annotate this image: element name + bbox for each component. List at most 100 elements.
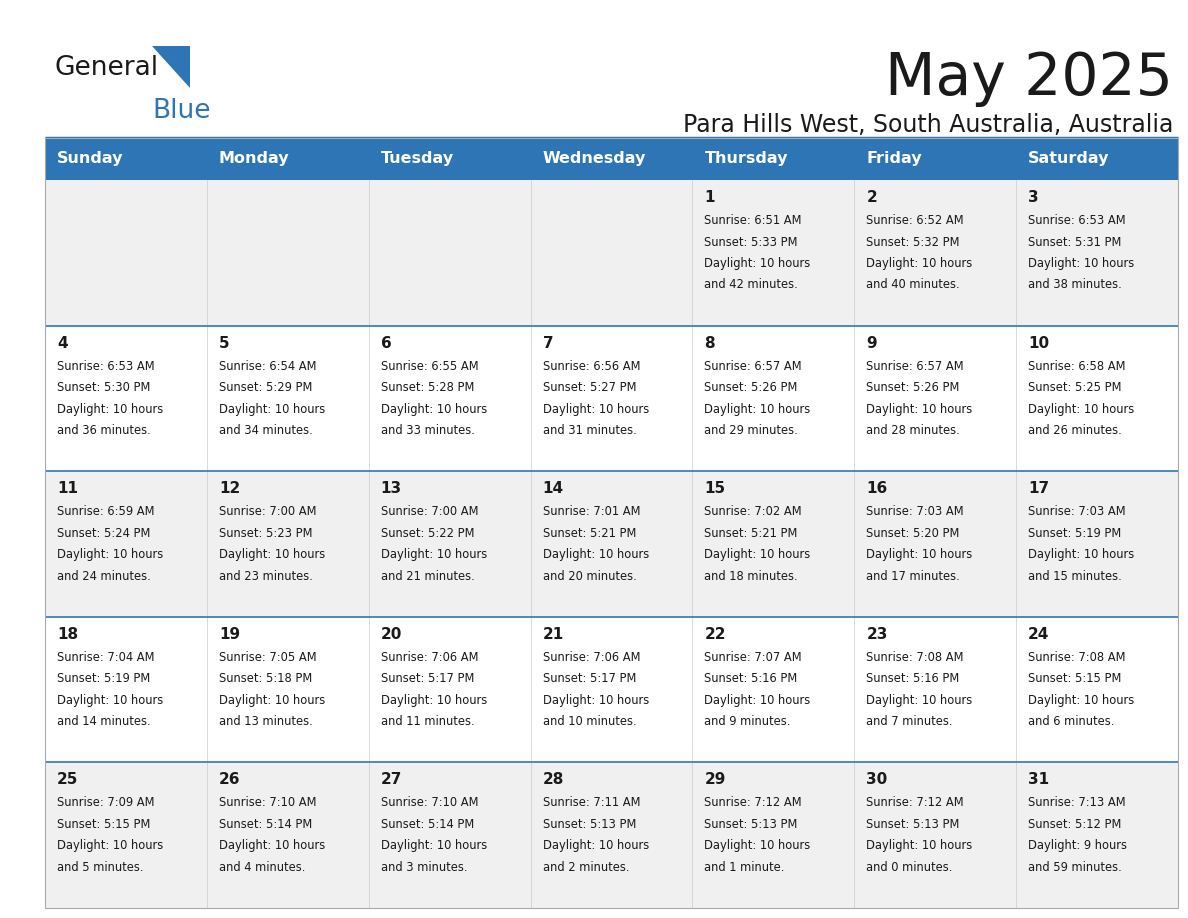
- Text: Sunrise: 6:59 AM: Sunrise: 6:59 AM: [57, 505, 154, 518]
- Text: and 24 minutes.: and 24 minutes.: [57, 570, 151, 583]
- Text: Sunrise: 7:12 AM: Sunrise: 7:12 AM: [866, 797, 963, 810]
- Text: and 59 minutes.: and 59 minutes.: [1028, 861, 1121, 874]
- Text: and 5 minutes.: and 5 minutes.: [57, 861, 144, 874]
- Text: 19: 19: [219, 627, 240, 642]
- Text: and 1 minute.: and 1 minute.: [704, 861, 785, 874]
- Text: and 20 minutes.: and 20 minutes.: [543, 570, 637, 583]
- Text: Sunrise: 7:03 AM: Sunrise: 7:03 AM: [866, 505, 963, 518]
- Text: and 28 minutes.: and 28 minutes.: [866, 424, 960, 437]
- Text: 23: 23: [866, 627, 887, 642]
- Text: and 40 minutes.: and 40 minutes.: [866, 278, 960, 292]
- Text: and 4 minutes.: and 4 minutes.: [219, 861, 305, 874]
- Text: Sunrise: 7:04 AM: Sunrise: 7:04 AM: [57, 651, 154, 664]
- Bar: [45, 763, 1178, 908]
- Text: and 0 minutes.: and 0 minutes.: [866, 861, 953, 874]
- Text: Sunrise: 6:54 AM: Sunrise: 6:54 AM: [219, 360, 316, 373]
- Text: 22: 22: [704, 627, 726, 642]
- Text: Sunset: 5:13 PM: Sunset: 5:13 PM: [543, 818, 636, 831]
- Text: 30: 30: [866, 772, 887, 788]
- Text: May 2025: May 2025: [885, 50, 1173, 107]
- Text: Sunrise: 7:12 AM: Sunrise: 7:12 AM: [704, 797, 802, 810]
- Text: and 17 minutes.: and 17 minutes.: [866, 570, 960, 583]
- Text: Sunrise: 6:51 AM: Sunrise: 6:51 AM: [704, 214, 802, 227]
- Polygon shape: [152, 46, 190, 88]
- Text: Wednesday: Wednesday: [543, 151, 646, 166]
- Text: Sunrise: 7:09 AM: Sunrise: 7:09 AM: [57, 797, 154, 810]
- Text: and 42 minutes.: and 42 minutes.: [704, 278, 798, 292]
- Text: Sunset: 5:14 PM: Sunset: 5:14 PM: [219, 818, 312, 831]
- Text: Daylight: 9 hours: Daylight: 9 hours: [1028, 839, 1127, 853]
- Text: Daylight: 10 hours: Daylight: 10 hours: [57, 839, 163, 853]
- Text: Sunset: 5:18 PM: Sunset: 5:18 PM: [219, 672, 312, 686]
- Text: Daylight: 10 hours: Daylight: 10 hours: [866, 403, 973, 416]
- Text: Daylight: 10 hours: Daylight: 10 hours: [866, 257, 973, 270]
- Text: Daylight: 10 hours: Daylight: 10 hours: [57, 548, 163, 561]
- Text: and 2 minutes.: and 2 minutes.: [543, 861, 630, 874]
- Text: 7: 7: [543, 336, 554, 351]
- Text: Sunrise: 7:01 AM: Sunrise: 7:01 AM: [543, 505, 640, 518]
- Text: Sunrise: 6:53 AM: Sunrise: 6:53 AM: [1028, 214, 1126, 227]
- Bar: [45, 180, 1178, 326]
- Text: Sunrise: 7:08 AM: Sunrise: 7:08 AM: [866, 651, 963, 664]
- Text: Daylight: 10 hours: Daylight: 10 hours: [380, 694, 487, 707]
- Text: Monday: Monday: [219, 151, 290, 166]
- Text: Sunset: 5:19 PM: Sunset: 5:19 PM: [1028, 527, 1121, 540]
- Text: Daylight: 10 hours: Daylight: 10 hours: [543, 548, 649, 561]
- Text: 3: 3: [1028, 190, 1038, 205]
- Text: Sunset: 5:33 PM: Sunset: 5:33 PM: [704, 236, 798, 249]
- Text: Sunset: 5:25 PM: Sunset: 5:25 PM: [1028, 381, 1121, 394]
- Text: and 3 minutes.: and 3 minutes.: [380, 861, 467, 874]
- Text: Daylight: 10 hours: Daylight: 10 hours: [57, 403, 163, 416]
- Text: Daylight: 10 hours: Daylight: 10 hours: [543, 403, 649, 416]
- Text: Tuesday: Tuesday: [380, 151, 454, 166]
- Text: 29: 29: [704, 772, 726, 788]
- Text: Sunset: 5:23 PM: Sunset: 5:23 PM: [219, 527, 312, 540]
- Text: 24: 24: [1028, 627, 1049, 642]
- Text: 25: 25: [57, 772, 78, 788]
- Text: Sunset: 5:12 PM: Sunset: 5:12 PM: [1028, 818, 1121, 831]
- Text: Sunrise: 7:13 AM: Sunrise: 7:13 AM: [1028, 797, 1126, 810]
- Text: and 21 minutes.: and 21 minutes.: [380, 570, 474, 583]
- Text: Daylight: 10 hours: Daylight: 10 hours: [543, 839, 649, 853]
- Text: and 13 minutes.: and 13 minutes.: [219, 715, 312, 728]
- Text: Sunrise: 7:10 AM: Sunrise: 7:10 AM: [380, 797, 479, 810]
- Text: Daylight: 10 hours: Daylight: 10 hours: [866, 548, 973, 561]
- Text: and 18 minutes.: and 18 minutes.: [704, 570, 798, 583]
- Text: Friday: Friday: [866, 151, 922, 166]
- Text: Sunset: 5:21 PM: Sunset: 5:21 PM: [704, 527, 798, 540]
- Text: 20: 20: [380, 627, 402, 642]
- Text: Sunrise: 7:07 AM: Sunrise: 7:07 AM: [704, 651, 802, 664]
- Text: Sunrise: 7:06 AM: Sunrise: 7:06 AM: [380, 651, 479, 664]
- Text: Sunrise: 7:10 AM: Sunrise: 7:10 AM: [219, 797, 316, 810]
- Text: Daylight: 10 hours: Daylight: 10 hours: [866, 839, 973, 853]
- Text: Sunset: 5:29 PM: Sunset: 5:29 PM: [219, 381, 312, 394]
- Text: Daylight: 10 hours: Daylight: 10 hours: [704, 839, 810, 853]
- Text: and 6 minutes.: and 6 minutes.: [1028, 715, 1114, 728]
- Text: Sunset: 5:14 PM: Sunset: 5:14 PM: [380, 818, 474, 831]
- Text: and 14 minutes.: and 14 minutes.: [57, 715, 151, 728]
- Text: and 34 minutes.: and 34 minutes.: [219, 424, 312, 437]
- Text: 10: 10: [1028, 336, 1049, 351]
- Text: 12: 12: [219, 481, 240, 497]
- Bar: [45, 617, 1178, 763]
- Text: Sunrise: 7:11 AM: Sunrise: 7:11 AM: [543, 797, 640, 810]
- Text: Sunrise: 6:57 AM: Sunrise: 6:57 AM: [704, 360, 802, 373]
- Text: 8: 8: [704, 336, 715, 351]
- Text: Sunset: 5:17 PM: Sunset: 5:17 PM: [543, 672, 636, 686]
- Text: Daylight: 10 hours: Daylight: 10 hours: [1028, 257, 1135, 270]
- Text: Sunrise: 6:53 AM: Sunrise: 6:53 AM: [57, 360, 154, 373]
- Text: Sunday: Sunday: [57, 151, 124, 166]
- Text: and 29 minutes.: and 29 minutes.: [704, 424, 798, 437]
- Text: Sunrise: 6:56 AM: Sunrise: 6:56 AM: [543, 360, 640, 373]
- Text: Daylight: 10 hours: Daylight: 10 hours: [704, 403, 810, 416]
- Text: and 26 minutes.: and 26 minutes.: [1028, 424, 1121, 437]
- Text: Sunset: 5:26 PM: Sunset: 5:26 PM: [866, 381, 960, 394]
- Text: 13: 13: [380, 481, 402, 497]
- Text: 2: 2: [866, 190, 877, 205]
- Text: and 11 minutes.: and 11 minutes.: [380, 715, 474, 728]
- Text: Sunset: 5:15 PM: Sunset: 5:15 PM: [1028, 672, 1121, 686]
- Text: Sunset: 5:15 PM: Sunset: 5:15 PM: [57, 818, 151, 831]
- Text: and 23 minutes.: and 23 minutes.: [219, 570, 312, 583]
- Bar: [45, 138, 1178, 180]
- Text: 15: 15: [704, 481, 726, 497]
